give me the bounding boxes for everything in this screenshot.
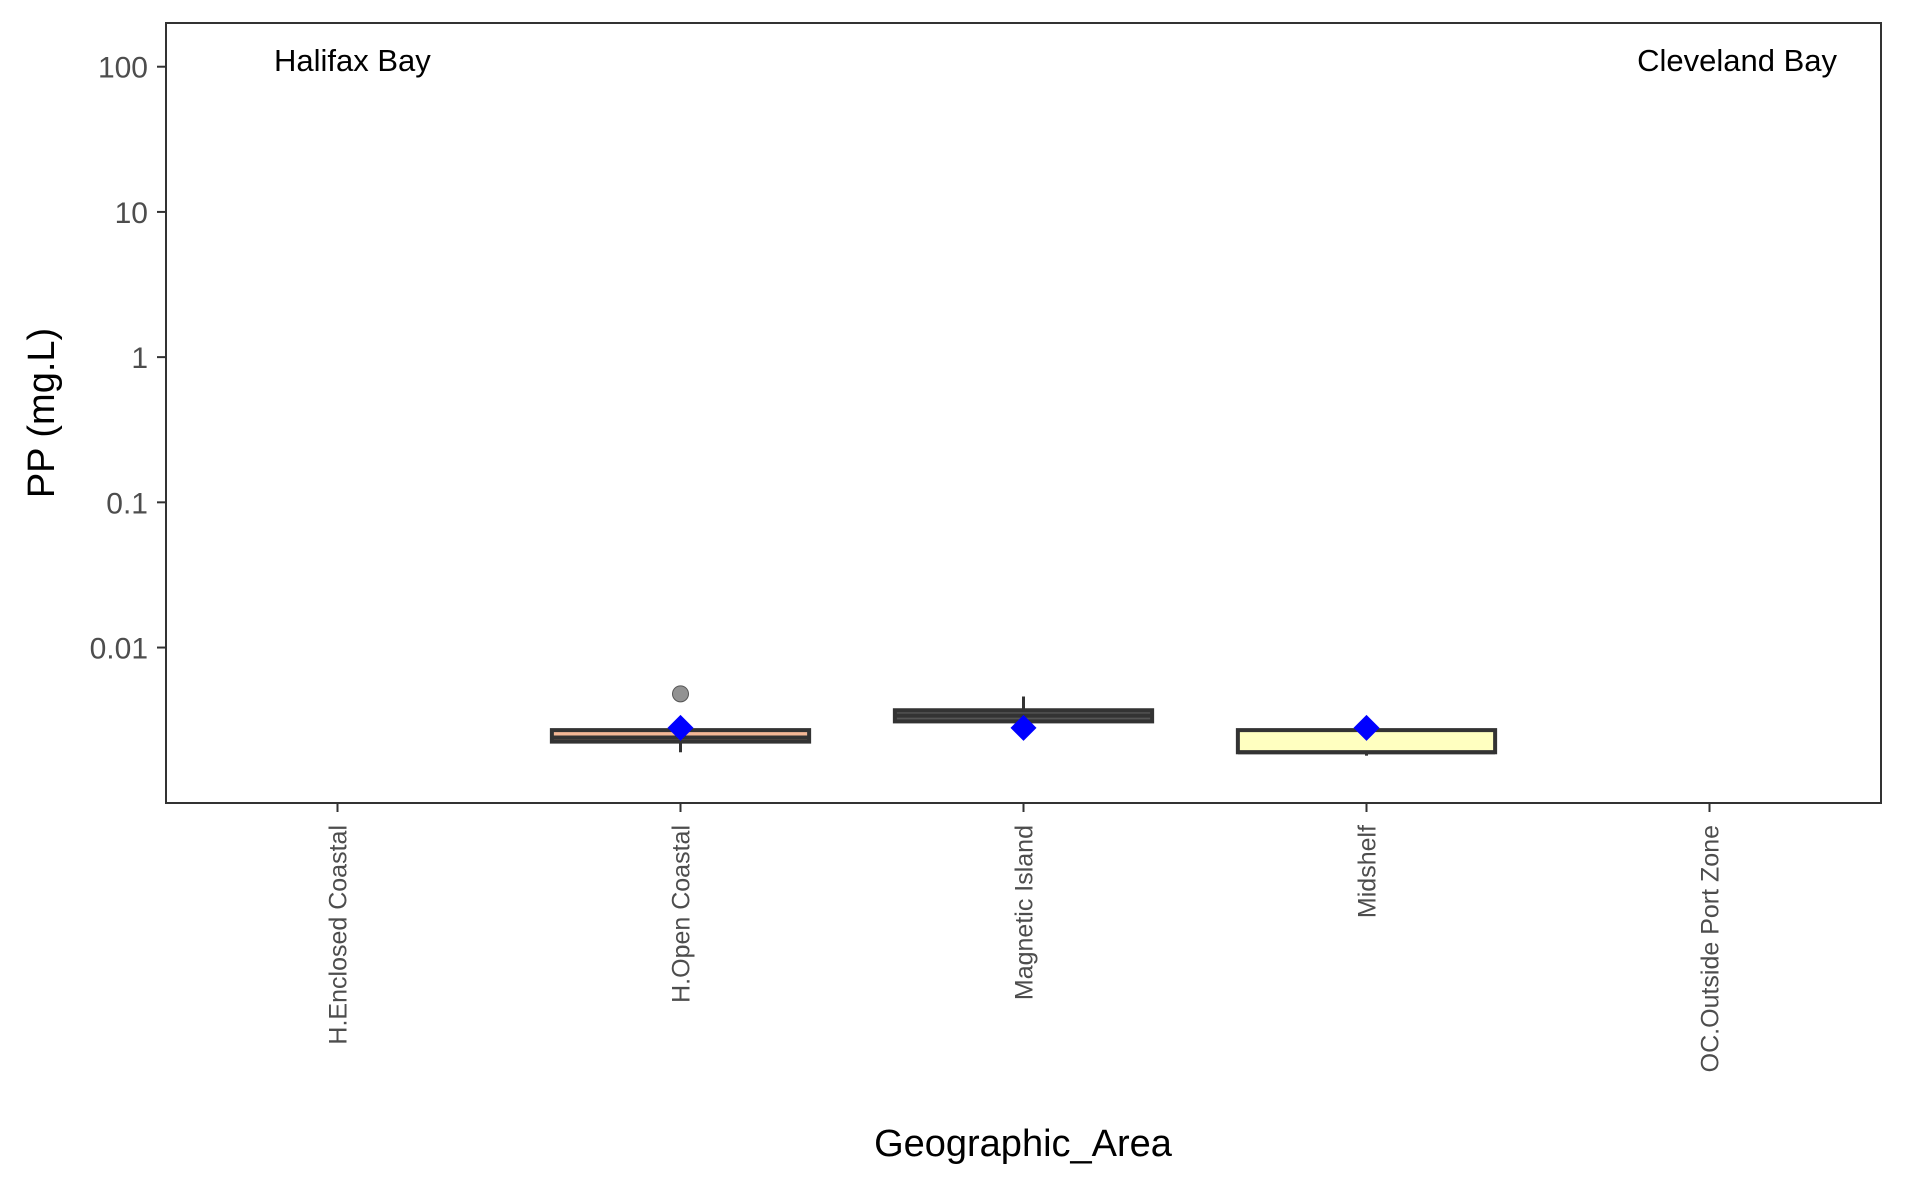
x-tick-label: Magnetic Island (1011, 825, 1039, 1000)
y-axis: 0.01 0.1 1 10 100 (90, 52, 166, 666)
x-axis: H.Enclosed Coastal H.Open Coastal Magnetic… (325, 803, 1725, 1072)
y-tick-label: 100 (98, 52, 148, 85)
x-tick-label: Midshelf (1354, 825, 1382, 918)
annotation-halifax-bay: Halifax Bay (274, 43, 431, 78)
y-tick-label: 1 (131, 342, 148, 375)
y-axis-title: PP (mg.L) (21, 328, 63, 498)
plot-panel (165, 22, 1882, 804)
x-tick-label: H.Enclosed Coastal (325, 825, 353, 1045)
y-tick-label: 10 (115, 197, 148, 230)
annotation-layer: Halifax Bay Cleveland Bay (274, 43, 1837, 78)
box-group (892, 696, 1155, 741)
x-tick-label: H.Open Coastal (668, 825, 696, 1003)
box-group (1235, 714, 1498, 756)
y-tick-label: 0.1 (106, 487, 148, 520)
mean-marker (667, 714, 694, 741)
box-group (549, 685, 812, 753)
outlier-point (672, 685, 689, 703)
x-tick-label: OC.Outside Port Zone (1697, 825, 1725, 1072)
annotation-cleveland-bay: Cleveland Bay (1637, 43, 1837, 78)
x-axis-title: Geographic_Area (874, 1123, 1173, 1165)
mean-marker (1010, 714, 1037, 741)
mean-marker (1353, 714, 1380, 741)
y-tick-label: 0.01 (90, 633, 148, 666)
box-layer (549, 685, 1498, 756)
